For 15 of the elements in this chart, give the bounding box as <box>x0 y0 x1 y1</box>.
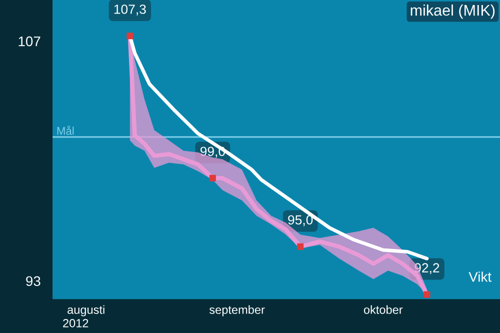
data-label: 95,0 <box>288 215 313 226</box>
ref-line-label: Mål <box>57 126 74 135</box>
point <box>424 291 430 298</box>
x-tick-label: september <box>209 305 265 316</box>
point <box>126 32 134 40</box>
text: 2012 <box>63 318 88 328</box>
data-label: 107,3 <box>114 4 146 16</box>
point <box>297 243 304 250</box>
text: Vikt <box>468 272 492 282</box>
x-tick-label: augusti <box>68 305 104 316</box>
point <box>209 174 216 182</box>
y-tick-label: 93 <box>26 276 40 286</box>
chart-title: mikael (MIK) <box>410 4 495 19</box>
y-tick-label: 107 <box>18 36 40 46</box>
x-tick-label: oktober <box>364 305 403 314</box>
